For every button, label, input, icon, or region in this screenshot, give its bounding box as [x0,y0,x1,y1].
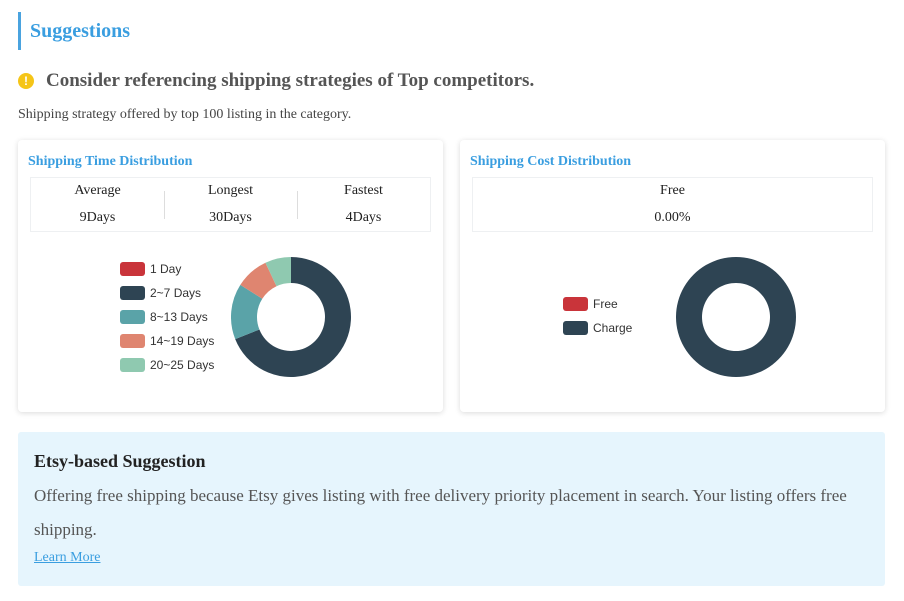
legend-swatch [120,286,145,300]
shipping-cost-donut-chart [676,257,796,377]
legend-swatch [120,358,145,372]
donut-slice-2-7-days[interactable] [235,257,351,377]
stat-value: 30Days [209,210,252,225]
heading: Consider referencing shipping strategies… [46,70,535,91]
donut-slice-20-25-days[interactable] [265,257,291,287]
shipping-time-title: Shipping Time Distribution [28,154,193,169]
legend-label: 8~13 Days [150,310,208,324]
legend-item-2-7-days[interactable]: 2~7 Days [120,281,214,305]
suggestion-body: Offering free shipping because Etsy give… [34,486,847,539]
legend-label: 14~19 Days [150,334,215,348]
stat-fastest: Fastest 4Days [297,178,430,231]
learn-more-link[interactable]: Learn More [34,550,101,565]
legend-item-1-day[interactable]: 1 Day [120,257,214,281]
shipping-time-card: Shipping Time Distribution Average 9Days… [18,140,443,412]
donut-slice-14-19-days[interactable] [240,262,277,299]
suggestion-title: Etsy-based Suggestion [34,451,206,471]
shipping-cost-card: Shipping Cost Distribution Free 0.00% Fr… [460,140,885,412]
etsy-suggestion-box: Etsy-based Suggestion Offering free ship… [18,432,885,586]
shipping-cost-title: Shipping Cost Distribution [470,154,632,169]
legend-label: 20~25 Days [150,358,215,372]
legend-label: 2~7 Days [150,286,202,300]
stat-label: Free [660,183,685,198]
stat-value: 0.00% [654,210,691,225]
legend-swatch [563,297,588,311]
stat-label: Average [74,183,121,198]
stat-value: 9Days [79,210,116,225]
legend-label: 1 Day [150,262,182,276]
stat-label: Longest [207,183,254,198]
legend-swatch [120,334,145,348]
legend-item-14-19-days[interactable]: 14~19 Days [120,329,214,353]
legend-swatch [120,262,145,276]
legend-item-charge[interactable]: Charge [563,316,632,340]
shipping-time-stats: Average 9Days Longest 30Days Fastest 4Da… [30,177,431,232]
legend-label: Free [593,297,618,311]
legend-item-8-13-days[interactable]: 8~13 Days [120,305,214,329]
stat-label: Fastest [344,183,383,198]
shipping-cost-stats: Free 0.00% [472,177,873,232]
shipping-cost-legend: Free Charge [563,292,632,340]
subtext: Shipping strategy offered by top 100 lis… [18,107,352,122]
stat-value: 4Days [345,210,382,225]
legend-swatch [563,321,588,335]
donut-slice-8-13-days[interactable] [231,284,263,340]
stat-average: Average 9Days [31,178,164,231]
section-title: Suggestions [18,12,130,50]
warning-icon: ! [18,73,34,89]
legend-item-free[interactable]: Free [563,292,632,316]
heading-row: ! Consider referencing shipping strategi… [18,70,534,92]
shipping-time-donut-chart [231,257,351,377]
stat-free: Free 0.00% [473,178,872,231]
stat-longest: Longest 30Days [164,178,297,231]
legend-swatch [120,310,145,324]
donut-slice-charge[interactable] [676,257,796,377]
shipping-time-legend: 1 Day 2~7 Days 8~13 Days 14~19 Days 20~25 Da… [120,257,214,377]
legend-item-20-25-days[interactable]: 20~25 Days [120,353,214,377]
legend-label: Charge [593,321,633,335]
